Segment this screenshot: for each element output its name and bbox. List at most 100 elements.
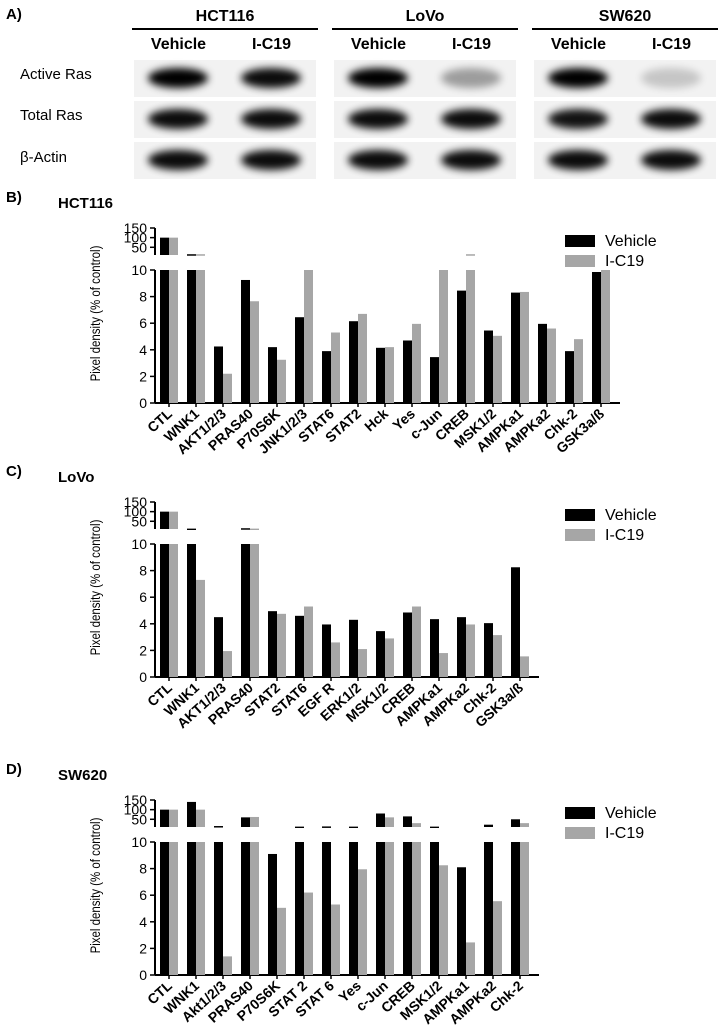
bar-vehicle-upper bbox=[349, 826, 358, 829]
blot-band bbox=[348, 109, 408, 129]
panel-label: D) bbox=[6, 761, 22, 778]
blot-band bbox=[241, 150, 301, 170]
bar-vehicle bbox=[214, 346, 223, 403]
bar-vehicle bbox=[268, 853, 277, 975]
y-tick-label: 150 bbox=[124, 494, 148, 510]
chart-title: SW620 bbox=[58, 767, 107, 784]
bar-vehicle-upper bbox=[403, 816, 412, 827]
panel-label: C) bbox=[6, 463, 22, 480]
bar-vehicle bbox=[214, 617, 223, 677]
bar-ic19-lower bbox=[250, 544, 259, 677]
bar-vehicle-upper bbox=[484, 824, 493, 827]
bar-ic19 bbox=[547, 328, 556, 403]
bar-vehicle bbox=[376, 631, 385, 677]
bar-vehicle-upper bbox=[430, 826, 439, 829]
bar-vehicle-lower bbox=[430, 842, 439, 975]
bar-vehicle-lower bbox=[295, 842, 304, 975]
bar-vehicle-lower bbox=[241, 842, 250, 975]
blot-images bbox=[134, 60, 716, 179]
condition-label: I-C19 bbox=[251, 36, 292, 53]
axis-break-gap bbox=[149, 256, 626, 269]
cell-line-underline bbox=[132, 28, 318, 30]
bar-ic19 bbox=[466, 942, 475, 975]
bar-vehicle bbox=[322, 624, 331, 677]
bar-ic19 bbox=[331, 332, 340, 403]
bar-vehicle bbox=[484, 623, 493, 677]
bar-ic19 bbox=[304, 606, 313, 677]
condition-label: Vehicle bbox=[550, 36, 607, 53]
bar-vehicle-upper bbox=[322, 826, 331, 828]
bar-vehicle-lower bbox=[187, 270, 196, 403]
y-tick-label: 6 bbox=[139, 589, 147, 605]
cell-line-hct116: HCT116 bbox=[195, 8, 255, 25]
blot-row-label: β-Actin bbox=[20, 149, 67, 166]
blot-band bbox=[348, 68, 408, 88]
bar-ic19-lower bbox=[169, 544, 178, 677]
bar-ic19 bbox=[520, 656, 529, 677]
y-tick-label: 8 bbox=[139, 289, 147, 305]
bar-vehicle bbox=[322, 351, 331, 403]
y-tick-label: 4 bbox=[139, 342, 147, 358]
bar-vehicle-lower bbox=[160, 842, 169, 975]
bar-vehicle bbox=[295, 317, 304, 403]
bar-ic19-lower bbox=[169, 842, 178, 975]
bar-vehicle-upper bbox=[187, 528, 196, 531]
y-tick-label: 2 bbox=[139, 940, 147, 956]
bar-ic19-lower bbox=[520, 842, 529, 975]
bar-ic19 bbox=[331, 642, 340, 677]
blot-band bbox=[148, 150, 208, 170]
bar-vehicle bbox=[268, 347, 277, 403]
y-tick-label: 8 bbox=[139, 861, 147, 877]
cell-line-underline bbox=[532, 28, 718, 30]
y-tick-label: 100 bbox=[124, 504, 148, 520]
bar-vehicle-upper bbox=[376, 813, 385, 827]
legend-label: Vehicle bbox=[605, 805, 657, 822]
y-tick-label: 6 bbox=[139, 315, 147, 331]
y-tick-label: 50 bbox=[131, 811, 147, 827]
bar-ic19 bbox=[385, 638, 394, 677]
bar-vehicle-upper bbox=[241, 528, 250, 530]
bar-ic19-upper bbox=[196, 809, 205, 827]
bar-ic19 bbox=[277, 907, 286, 975]
bar-ic19-lower bbox=[412, 842, 421, 975]
bar-vehicle bbox=[430, 619, 439, 677]
y-axis-title: Pixel density (% of control) bbox=[87, 520, 103, 656]
bar-ic19 bbox=[223, 651, 232, 677]
blot-band bbox=[241, 109, 301, 129]
y-tick-label: 100 bbox=[124, 230, 148, 246]
bar-vehicle-lower bbox=[241, 544, 250, 677]
condition-label: I-C19 bbox=[651, 36, 692, 53]
bar-ic19 bbox=[601, 270, 610, 403]
bar-ic19 bbox=[358, 313, 367, 403]
blot-band bbox=[548, 150, 608, 170]
bar-ic19-lower bbox=[169, 270, 178, 403]
bar-ic19 bbox=[439, 270, 448, 403]
blot-row-label: Total Ras bbox=[20, 107, 83, 124]
x-tick-label: Hck bbox=[361, 405, 391, 434]
bar-vehicle-upper bbox=[295, 826, 304, 829]
bar-vehicle-lower bbox=[484, 842, 493, 975]
panel-a-label: A) bbox=[6, 6, 22, 23]
chart-title: LoVo bbox=[58, 469, 94, 486]
bar-ic19-lower bbox=[250, 842, 259, 975]
legend-label: I-C19 bbox=[605, 825, 644, 842]
condition-label: Vehicle bbox=[350, 36, 407, 53]
blot-band bbox=[441, 68, 501, 88]
bar-ic19-upper bbox=[169, 237, 178, 255]
bar-vehicle-lower bbox=[403, 842, 412, 975]
bar-vehicle-upper bbox=[214, 826, 223, 828]
legend-swatch bbox=[565, 827, 595, 839]
bar-ic19-upper bbox=[196, 254, 205, 256]
bar-ic19-lower bbox=[466, 270, 475, 403]
blot-band bbox=[348, 150, 408, 170]
bar-vehicle-upper bbox=[241, 817, 250, 827]
condition-label: I-C19 bbox=[451, 36, 492, 53]
axis-break-gap bbox=[149, 828, 545, 841]
bar-vehicle bbox=[592, 271, 601, 403]
y-tick-label: 10 bbox=[131, 262, 147, 278]
bar-ic19-lower bbox=[196, 842, 205, 975]
bar-vehicle bbox=[484, 330, 493, 403]
cell-line-sw620: SW620 bbox=[598, 8, 652, 25]
